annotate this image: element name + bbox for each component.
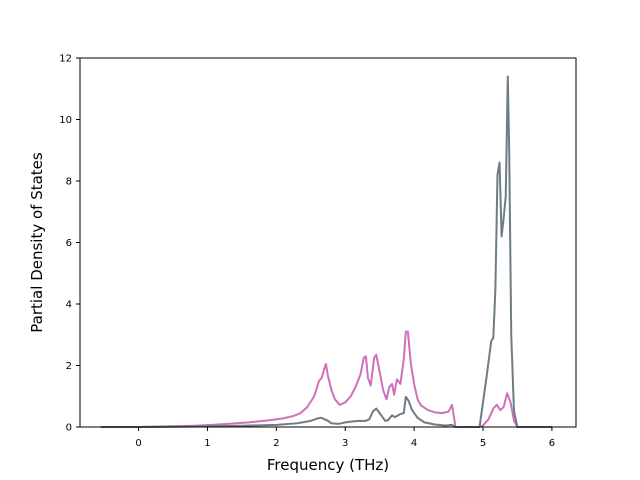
x-tick-label: 2 bbox=[273, 438, 279, 449]
y-tick-label: 6 bbox=[66, 238, 72, 249]
series-line-1 bbox=[100, 330, 552, 428]
x-axis-label: Frequency (THz) bbox=[267, 456, 389, 474]
y-axis-ticks: 0 2 4 6 8 10 12 bbox=[59, 54, 80, 434]
series-layer bbox=[100, 75, 552, 428]
x-tick-label: 3 bbox=[342, 438, 348, 449]
x-tick-label: 4 bbox=[411, 438, 417, 449]
series-line-2 bbox=[100, 75, 552, 428]
y-tick-label: 4 bbox=[66, 300, 72, 311]
x-tick-label: 6 bbox=[549, 438, 555, 449]
y-axis-label: Partial Density of States bbox=[28, 152, 46, 333]
x-axis-ticks: 0 1 2 3 4 5 6 bbox=[135, 427, 555, 449]
y-tick-label: 10 bbox=[59, 115, 72, 126]
y-tick-label: 0 bbox=[66, 423, 72, 434]
y-tick-label: 8 bbox=[66, 177, 72, 188]
x-tick-label: 1 bbox=[204, 438, 210, 449]
y-tick-label: 12 bbox=[59, 54, 72, 65]
x-tick-label: 5 bbox=[480, 438, 486, 449]
y-tick-label: 2 bbox=[66, 361, 72, 372]
x-tick-label: 0 bbox=[135, 438, 141, 449]
